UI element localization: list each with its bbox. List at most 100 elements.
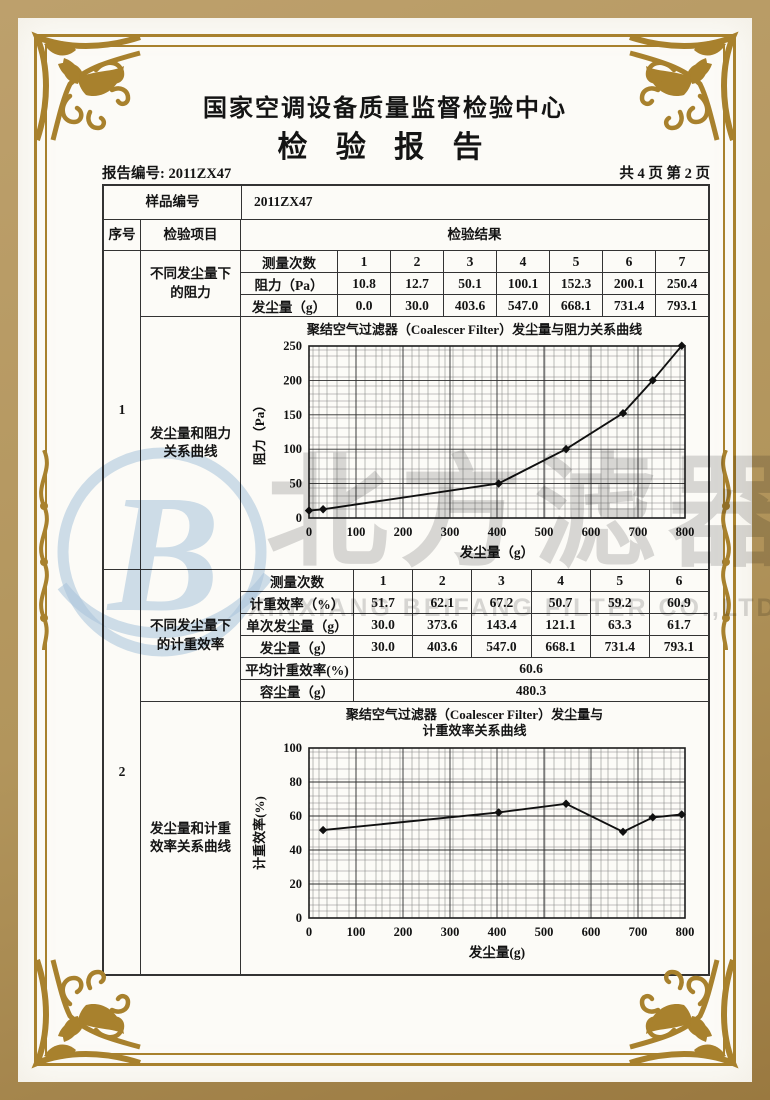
efficiency-curve-chart: 0 100 200 300 400 500 600 700 800 0 20 40 60 80 100 发尘量… — [252, 741, 694, 960]
table-row: 阻力（Pa） 10.8 12.7 50.1 100.1 152.3 200.1 250.4 — [241, 273, 708, 295]
svg-text:200: 200 — [393, 925, 412, 939]
header-item: 检验项目 — [141, 220, 241, 251]
svg-text:150: 150 — [283, 408, 302, 422]
row-label: 发尘量（g） — [259, 640, 335, 656]
section2-item1: 不同发尘量下的计重效率 — [141, 570, 240, 702]
side-scroll-icon — [39, 450, 49, 650]
table-cell: 152.3 — [549, 273, 602, 294]
svg-text:200: 200 — [283, 374, 302, 388]
table-cell: 1 — [337, 251, 390, 272]
svg-text:200: 200 — [393, 525, 412, 539]
table-cell: 2 — [390, 251, 443, 272]
table-cell: 1 — [353, 570, 412, 591]
header-row: 序号 检验项目 检验结果 — [104, 220, 708, 251]
svg-text:60: 60 — [289, 809, 302, 823]
table-cell: 60.9 — [648, 592, 708, 613]
table-cell: 200.1 — [602, 273, 655, 294]
table-cell: 7 — [655, 251, 708, 272]
table-cell: 50.7 — [530, 592, 590, 613]
section2-items: 不同发尘量下的计重效率 发尘量和计重效率关系曲线 — [141, 570, 241, 974]
svg-text:400: 400 — [487, 525, 506, 539]
table-cell: 30.0 — [390, 295, 443, 316]
table-cell: 403.6 — [412, 636, 471, 657]
table-row: 发尘量（g） 30.0 403.6 547.0 668.1 731.4 793.1 — [241, 636, 708, 658]
svg-text:阻力（Pa）: 阻力（Pa） — [252, 399, 267, 465]
table-cell: 10.8 — [337, 273, 390, 294]
table-cell: 30.0 — [353, 614, 412, 635]
table-cell: 3 — [443, 251, 496, 272]
report-number: 报告编号: 2011ZX47 — [102, 166, 232, 182]
section1-item1: 不同发尘量下的阻力 — [141, 251, 240, 317]
row-label: 测量次数 — [270, 574, 324, 590]
row-label: 测量次数 — [262, 255, 316, 271]
frame-inner-line — [45, 45, 725, 1055]
svg-text:250: 250 — [283, 339, 302, 353]
svg-text:500: 500 — [534, 525, 553, 539]
efficiency-chart-cell: 聚结空气过滤器（Coalescer Filter）发尘量与 计重效率关系曲线 0… — [241, 702, 708, 974]
table-cell: 12.7 — [390, 273, 443, 294]
table-cell: 62.1 — [412, 592, 471, 613]
table-cell: 4 — [530, 570, 590, 591]
header-seq: 序号 — [104, 220, 141, 251]
table-cell: 121.1 — [530, 614, 590, 635]
table-cell: 30.0 — [353, 636, 412, 657]
table-cell: 731.4 — [602, 295, 655, 316]
table-cell: 3 — [471, 570, 530, 591]
table-cell: 61.7 — [648, 614, 708, 635]
svg-text:100: 100 — [346, 525, 365, 539]
summary-value: 60.6 — [353, 658, 708, 679]
svg-text:700: 700 — [628, 925, 647, 939]
section2-item2: 发尘量和计重效率关系曲线 — [150, 820, 231, 854]
sample-value: 2011ZX47 — [242, 186, 708, 220]
table-cell: 793.1 — [655, 295, 708, 316]
svg-text:80: 80 — [289, 775, 302, 789]
resistance-curve-chart: 0 100 200 300 400 500 600 700 800 0 50 100 150 200 250… — [252, 339, 694, 560]
svg-text:40: 40 — [289, 843, 302, 857]
row-label: 阻力（Pa） — [254, 277, 324, 293]
svg-text:0: 0 — [295, 511, 301, 525]
svg-text:100: 100 — [283, 442, 302, 456]
svg-text:700: 700 — [628, 525, 647, 539]
page-count: 共 4 页 第 2 页 — [619, 166, 710, 182]
svg-text:300: 300 — [440, 525, 459, 539]
svg-text:50: 50 — [289, 477, 302, 491]
table-cell: 547.0 — [471, 636, 530, 657]
row-cells: 30.0 373.6 143.4 121.1 63.3 61.7 — [353, 614, 708, 635]
table-cell: 403.6 — [443, 295, 496, 316]
row-cells: 0.0 30.0 403.6 547.0 668.1 731.4 793.1 — [337, 295, 708, 316]
svg-text:800: 800 — [675, 525, 694, 539]
table-cell: 100.1 — [496, 273, 549, 294]
table-cell: 373.6 — [412, 614, 471, 635]
table-cell: 547.0 — [496, 295, 549, 316]
table-cell: 2 — [412, 570, 471, 591]
section2-seq: 2 — [104, 570, 141, 974]
svg-text:400: 400 — [487, 925, 506, 939]
chart1-title: 聚结空气过滤器（Coalescer Filter）发尘量与阻力关系曲线 — [306, 322, 643, 337]
row-label: 容尘量（g） — [259, 684, 335, 700]
table-cell: 250.4 — [655, 273, 708, 294]
report-title: 检 验 报 告 — [277, 131, 493, 164]
resistance-chart-cell: 聚结空气过滤器（Coalescer Filter）发尘量与阻力关系曲线 0 100… — [241, 317, 708, 569]
row-cells: 10.8 12.7 50.1 100.1 152.3 200.1 250.4 — [337, 273, 708, 294]
sample-label: 样品编号 — [104, 186, 242, 220]
row-cells: 51.7 62.1 67.2 50.7 59.2 60.9 — [353, 592, 708, 613]
table-cell: 793.1 — [648, 636, 708, 657]
corner-ornament-icon — [31, 959, 141, 1069]
row-label: 计重效率（%） — [249, 596, 345, 612]
svg-text:0: 0 — [295, 911, 301, 925]
table-cell: 51.7 — [353, 592, 412, 613]
frame-outer-line — [34, 34, 736, 1066]
svg-text:发尘量(g): 发尘量(g) — [467, 944, 524, 960]
report-table: 样品编号 2011ZX47 序号 检验项目 检验结果 1 不同发尘量下的阻力 发… — [102, 184, 710, 976]
svg-text:20: 20 — [289, 877, 302, 891]
table-cell: 0.0 — [337, 295, 390, 316]
table-row: 发尘量（g） 0.0 30.0 403.6 547.0 668.1 731.4 793.1 — [241, 295, 708, 317]
sample-row: 样品编号 2011ZX47 — [104, 186, 708, 220]
table-cell: 5 — [549, 251, 602, 272]
